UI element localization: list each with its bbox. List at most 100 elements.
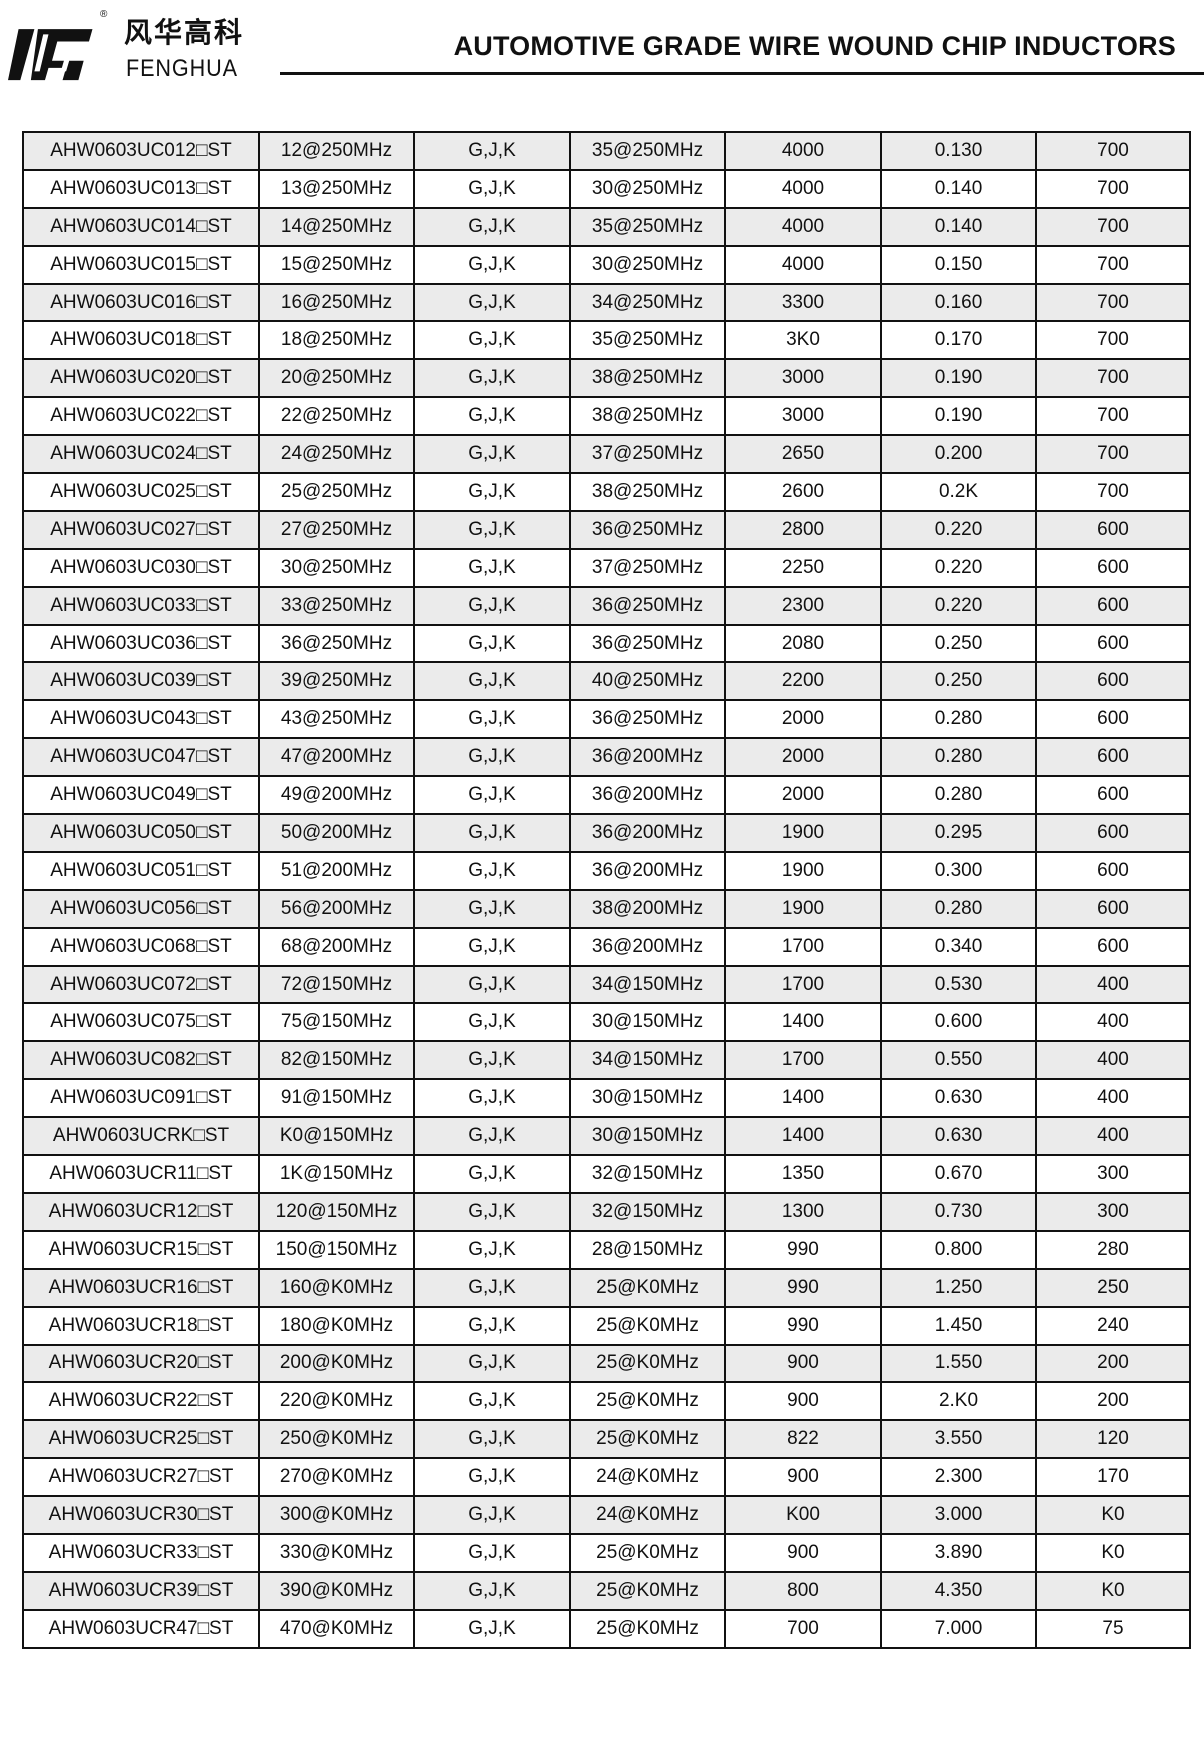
- cell-part-number: AHW0603UC072□ST: [22, 964, 260, 1005]
- cell-inductance: 22@250MHz: [258, 396, 415, 437]
- cell-part-number: AHW0603UCR47□ST: [22, 1608, 260, 1649]
- table-row: AHW0603UCR18□ST 180@K0MHz G,J,K 25@K0MHz 990…: [22, 1305, 1191, 1346]
- cell-idc: 600: [1035, 888, 1191, 929]
- cell-srf: 4000: [724, 168, 882, 209]
- cell-part-number: AHW0603UCR22□ST: [22, 1381, 260, 1422]
- cell-q-min: 36@250MHz: [569, 509, 726, 550]
- table-row: AHW0603UC049□ST 49@200MHz G,J,K 36@200MHz 20…: [22, 775, 1191, 816]
- cell-tolerance: G,J,K: [413, 1267, 571, 1308]
- cell-part-number: AHW0603UC018□ST: [22, 320, 260, 361]
- cell-q-min: 36@200MHz: [569, 850, 726, 891]
- table-row: AHW0603UC024□ST 24@250MHz G,J,K 37@250MHz 26…: [22, 434, 1191, 475]
- cell-srf: 822: [724, 1419, 882, 1460]
- cell-tolerance: G,J,K: [413, 1381, 571, 1422]
- cell-tolerance: G,J,K: [413, 1457, 571, 1498]
- registered-mark: ®: [100, 9, 108, 20]
- cell-part-number: AHW0603UC039□ST: [22, 661, 260, 702]
- cell-tolerance: G,J,K: [413, 1002, 571, 1043]
- cell-q-min: 30@150MHz: [569, 1002, 726, 1043]
- cell-part-number: AHW0603UCR27□ST: [22, 1457, 260, 1498]
- cell-idc: 200: [1035, 1381, 1191, 1422]
- table-row: AHW0603UCR22□ST 220@K0MHz G,J,K 25@K0MHz 900…: [22, 1381, 1191, 1422]
- cell-q-min: 30@150MHz: [569, 1078, 726, 1119]
- cell-srf: 1700: [724, 1040, 882, 1081]
- cell-idc: 600: [1035, 547, 1191, 588]
- cell-dcr: 0.140: [880, 206, 1037, 247]
- cell-part-number: AHW0603UC047□ST: [22, 737, 260, 778]
- cell-srf: 4000: [724, 244, 882, 285]
- table-row: AHW0603UC012□ST 12@250MHz G,J,K 35@250MHz 40…: [22, 131, 1191, 171]
- cell-q-min: 32@150MHz: [569, 1191, 726, 1232]
- cell-inductance: 43@250MHz: [258, 699, 415, 740]
- cell-part-number: AHW0603UCR15□ST: [22, 1229, 260, 1270]
- table-row: AHW0603UCR30□ST 300@K0MHz G,J,K 24@K0MHz K00…: [22, 1495, 1191, 1535]
- table-row: AHW0603UC056□ST 56@200MHz G,J,K 38@200MHz 19…: [22, 888, 1191, 929]
- cell-idc: K0: [1035, 1532, 1191, 1573]
- cell-part-number: AHW0603UC050□ST: [22, 813, 260, 853]
- cell-tolerance: G,J,K: [413, 888, 571, 929]
- cell-part-number: AHW0603UC030□ST: [22, 547, 260, 588]
- cell-tolerance: G,J,K: [413, 282, 571, 323]
- cell-idc: 300: [1035, 1154, 1191, 1194]
- cell-srf: 3300: [724, 282, 882, 323]
- cell-tolerance: G,J,K: [413, 358, 571, 399]
- cell-idc: K0: [1035, 1495, 1191, 1535]
- cell-dcr: 0.530: [880, 964, 1037, 1005]
- cell-idc: 600: [1035, 926, 1191, 967]
- cell-dcr: 0.220: [880, 585, 1037, 626]
- cell-srf: 1900: [724, 850, 882, 891]
- cell-inductance: 300@K0MHz: [258, 1495, 415, 1535]
- table-row: AHW0603UC018□ST 18@250MHz G,J,K 35@250MHz 3K…: [22, 320, 1191, 361]
- cell-tolerance: G,J,K: [413, 926, 571, 967]
- table-row: AHW0603UC082□ST 82@150MHz G,J,K 34@150MHz 17…: [22, 1040, 1191, 1081]
- cell-part-number: AHW0603UCR20□ST: [22, 1343, 260, 1384]
- cell-q-min: 30@250MHz: [569, 244, 726, 285]
- cell-tolerance: G,J,K: [413, 1570, 571, 1611]
- table-row: AHW0603UCR12□ST 120@150MHz G,J,K 32@150MHz 1…: [22, 1191, 1191, 1232]
- cell-srf: 2800: [724, 509, 882, 550]
- cell-tolerance: G,J,K: [413, 320, 571, 361]
- cell-inductance: 180@K0MHz: [258, 1305, 415, 1346]
- cell-dcr: 0.190: [880, 358, 1037, 399]
- cell-q-min: 24@K0MHz: [569, 1457, 726, 1498]
- cell-tolerance: G,J,K: [413, 1191, 571, 1232]
- cell-inductance: 200@K0MHz: [258, 1343, 415, 1384]
- inductor-spec-table: AHW0603UC012□ST 12@250MHz G,J,K 35@250MHz 40…: [22, 131, 1191, 1649]
- cell-idc: 700: [1035, 434, 1191, 475]
- cell-dcr: 7.000: [880, 1608, 1037, 1649]
- cell-part-number: AHW0603UCRK□ST: [22, 1116, 260, 1157]
- cell-inductance: 82@150MHz: [258, 1040, 415, 1081]
- table-row: AHW0603UC036□ST 36@250MHz G,J,K 36@250MHz 20…: [22, 623, 1191, 664]
- cell-tolerance: G,J,K: [413, 850, 571, 891]
- cell-q-min: 38@250MHz: [569, 358, 726, 399]
- cell-part-number: AHW0603UC025□ST: [22, 472, 260, 512]
- cell-srf: 1350: [724, 1154, 882, 1194]
- cell-part-number: AHW0603UC051□ST: [22, 850, 260, 891]
- cell-idc: 300: [1035, 1191, 1191, 1232]
- cell-inductance: 27@250MHz: [258, 509, 415, 550]
- cell-tolerance: G,J,K: [413, 1229, 571, 1270]
- cell-q-min: 35@250MHz: [569, 320, 726, 361]
- cell-q-min: 37@250MHz: [569, 547, 726, 588]
- cell-dcr: 0.630: [880, 1116, 1037, 1157]
- cell-q-min: 25@K0MHz: [569, 1608, 726, 1649]
- cell-q-min: 36@200MHz: [569, 737, 726, 778]
- cell-srf: 700: [724, 1608, 882, 1649]
- cell-q-min: 25@K0MHz: [569, 1305, 726, 1346]
- cell-dcr: 0.730: [880, 1191, 1037, 1232]
- cell-idc: 700: [1035, 396, 1191, 437]
- cell-idc: 170: [1035, 1457, 1191, 1498]
- cell-part-number: AHW0603UC015□ST: [22, 244, 260, 285]
- cell-part-number: AHW0603UC075□ST: [22, 1002, 260, 1043]
- cell-q-min: 25@K0MHz: [569, 1343, 726, 1384]
- cell-dcr: 0.300: [880, 850, 1037, 891]
- cell-srf: 1300: [724, 1191, 882, 1232]
- cell-part-number: AHW0603UCR33□ST: [22, 1532, 260, 1573]
- cell-tolerance: G,J,K: [413, 1343, 571, 1384]
- cell-idc: 75: [1035, 1608, 1191, 1649]
- cell-srf: 900: [724, 1532, 882, 1573]
- cell-part-number: AHW0603UCR30□ST: [22, 1495, 260, 1535]
- cell-inductance: 16@250MHz: [258, 282, 415, 323]
- cell-inductance: 25@250MHz: [258, 472, 415, 512]
- cell-q-min: 30@150MHz: [569, 1116, 726, 1157]
